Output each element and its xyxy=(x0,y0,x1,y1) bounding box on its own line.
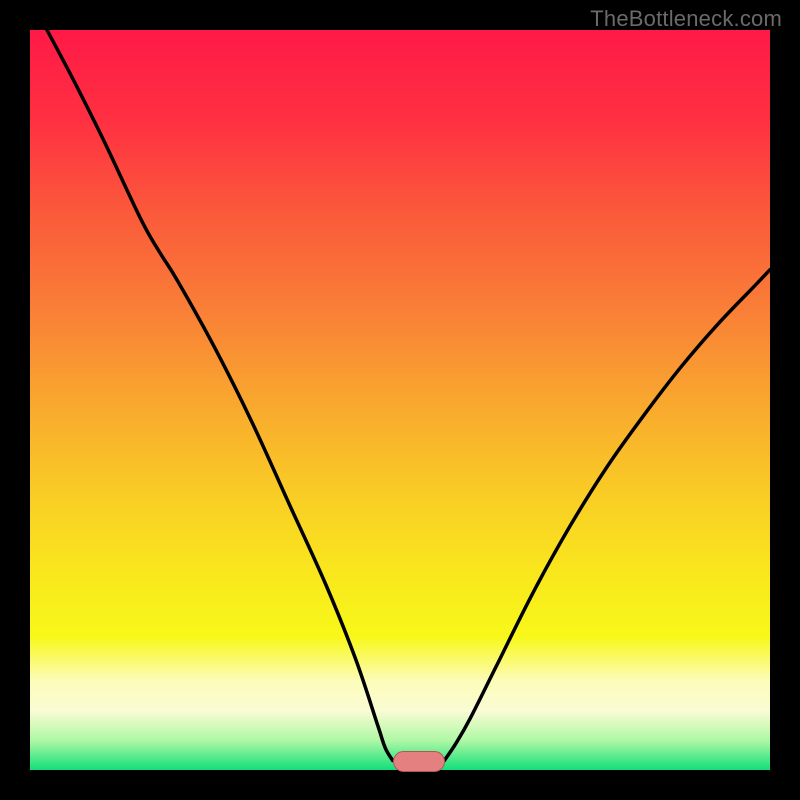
watermark-text: TheBottleneck.com xyxy=(590,6,782,32)
floor-marker xyxy=(393,751,445,772)
plot-area xyxy=(30,30,770,770)
bottleneck-curve xyxy=(30,30,770,770)
chart-container: TheBottleneck.com xyxy=(0,0,800,800)
